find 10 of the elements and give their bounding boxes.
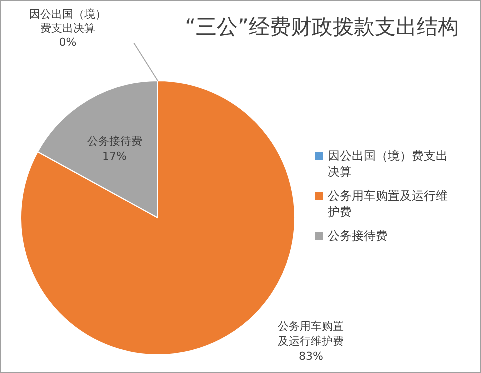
legend-label: 因公出国（境）费支出决算 [328,149,448,179]
legend-label: 公务用车购置及运行维护费 [327,189,448,219]
data-label: 17% [102,150,127,163]
slice-label: 公务用车购置及运行维护费 [278,320,344,348]
slice-label: 公务接待费 [87,134,142,148]
category-label: 因公出国（境）费支出决算 [30,8,106,35]
legend-label: 公务接待费 [328,229,388,243]
data-label: 83% [299,350,324,363]
chart-title: “三公”经费财政拨款支出结构 [185,15,459,39]
text: 0% [59,36,77,49]
